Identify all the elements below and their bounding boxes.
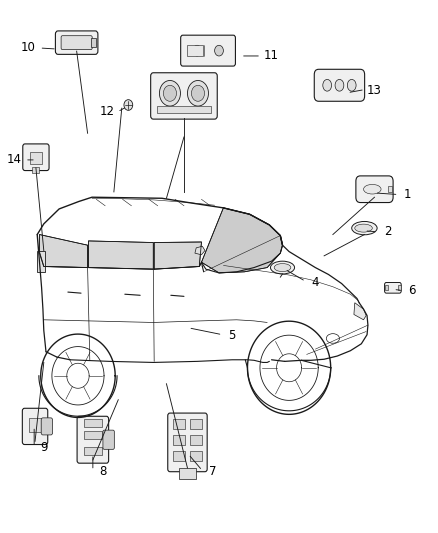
Text: 4: 4 xyxy=(311,276,319,289)
Text: 14: 14 xyxy=(7,154,22,166)
FancyBboxPatch shape xyxy=(103,430,114,449)
FancyBboxPatch shape xyxy=(55,31,98,54)
Text: 1: 1 xyxy=(403,188,411,201)
Ellipse shape xyxy=(270,261,294,274)
Polygon shape xyxy=(201,208,283,273)
FancyBboxPatch shape xyxy=(180,35,236,66)
FancyBboxPatch shape xyxy=(168,413,207,472)
Polygon shape xyxy=(154,242,201,269)
Circle shape xyxy=(187,80,208,106)
Text: 9: 9 xyxy=(40,441,48,454)
Bar xyxy=(32,167,39,173)
Bar xyxy=(179,468,196,479)
Bar xyxy=(30,152,42,164)
Text: 2: 2 xyxy=(384,225,392,238)
Text: 12: 12 xyxy=(100,106,115,118)
FancyBboxPatch shape xyxy=(77,416,109,463)
Circle shape xyxy=(163,85,177,101)
FancyBboxPatch shape xyxy=(314,69,364,101)
Bar xyxy=(173,451,185,461)
Polygon shape xyxy=(88,241,153,269)
Ellipse shape xyxy=(364,184,381,194)
Bar xyxy=(398,285,401,290)
Polygon shape xyxy=(195,246,205,255)
Ellipse shape xyxy=(335,79,344,91)
Circle shape xyxy=(159,80,180,106)
Polygon shape xyxy=(354,303,366,320)
Bar xyxy=(29,418,41,432)
Ellipse shape xyxy=(355,224,372,232)
Bar xyxy=(190,419,202,429)
Polygon shape xyxy=(39,235,88,268)
Bar xyxy=(173,419,185,429)
Bar xyxy=(385,285,388,290)
Circle shape xyxy=(215,45,223,56)
Bar xyxy=(190,451,202,461)
Text: 10: 10 xyxy=(21,42,36,54)
FancyBboxPatch shape xyxy=(23,144,49,171)
FancyBboxPatch shape xyxy=(151,73,217,119)
FancyBboxPatch shape xyxy=(61,36,92,50)
Text: 13: 13 xyxy=(367,84,382,97)
Text: 11: 11 xyxy=(264,50,279,62)
Bar xyxy=(388,186,392,192)
Bar xyxy=(157,107,211,113)
Circle shape xyxy=(191,85,205,101)
Bar xyxy=(84,419,102,427)
Ellipse shape xyxy=(352,222,377,235)
Ellipse shape xyxy=(323,79,332,91)
Ellipse shape xyxy=(274,263,291,271)
Bar xyxy=(173,435,185,445)
Bar xyxy=(37,251,45,272)
Bar xyxy=(91,38,96,47)
FancyBboxPatch shape xyxy=(356,176,393,203)
Ellipse shape xyxy=(347,79,356,91)
FancyBboxPatch shape xyxy=(22,408,48,445)
Text: 5: 5 xyxy=(229,329,236,342)
Circle shape xyxy=(193,45,201,56)
Text: 8: 8 xyxy=(99,465,106,478)
Bar xyxy=(84,447,102,455)
FancyBboxPatch shape xyxy=(385,282,401,293)
Bar xyxy=(187,45,202,56)
FancyBboxPatch shape xyxy=(41,418,53,435)
Bar xyxy=(84,431,102,439)
Text: 7: 7 xyxy=(208,465,216,478)
Text: 6: 6 xyxy=(408,284,416,297)
Bar xyxy=(190,435,202,445)
Circle shape xyxy=(124,100,133,110)
